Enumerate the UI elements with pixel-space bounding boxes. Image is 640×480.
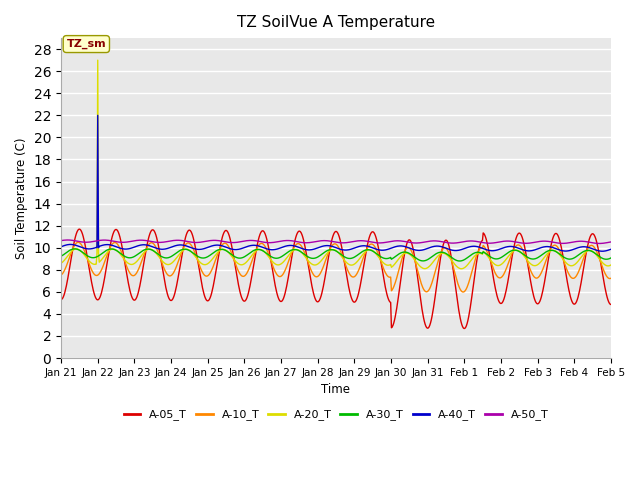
A-20_T xyxy=(420,265,428,271)
A-50_T xyxy=(57,238,65,243)
A-05_T xyxy=(57,297,65,302)
A-05_T xyxy=(404,239,412,245)
A-30_T xyxy=(125,255,132,261)
A-30_T xyxy=(57,253,65,259)
A-50_T xyxy=(420,240,428,245)
A-40_T xyxy=(607,246,615,252)
A-20_T xyxy=(209,255,217,261)
Title: TZ SoilVue A Temperature: TZ SoilVue A Temperature xyxy=(237,15,435,30)
A-40_T xyxy=(125,246,132,252)
A-50_T xyxy=(125,239,132,245)
A-40_T xyxy=(420,247,428,252)
A-40_T xyxy=(404,244,412,250)
A-30_T xyxy=(420,258,428,264)
A-40_T xyxy=(598,248,606,254)
A-20_T xyxy=(404,251,412,256)
A-10_T xyxy=(460,289,467,295)
A-05_T xyxy=(180,240,188,246)
Line: A-10_T: A-10_T xyxy=(61,242,611,292)
A-30_T xyxy=(67,247,75,252)
A-10_T xyxy=(180,244,188,250)
A-40_T xyxy=(57,244,65,250)
A-05_T xyxy=(209,283,217,289)
A-40_T xyxy=(94,112,102,118)
A-50_T xyxy=(68,238,76,243)
A-05_T xyxy=(67,257,75,263)
A-10_T xyxy=(57,272,65,278)
A-05_T xyxy=(125,280,132,286)
A-10_T xyxy=(607,276,615,281)
A-50_T xyxy=(596,240,604,246)
A-40_T xyxy=(67,241,75,247)
A-20_T xyxy=(94,57,102,63)
Line: A-50_T: A-50_T xyxy=(61,240,611,243)
A-50_T xyxy=(607,239,615,245)
A-50_T xyxy=(180,238,188,244)
Line: A-40_T: A-40_T xyxy=(61,115,611,251)
A-10_T xyxy=(67,251,75,256)
Y-axis label: Soil Temperature (C): Soil Temperature (C) xyxy=(15,137,28,259)
A-50_T xyxy=(404,239,412,245)
A-05_T xyxy=(607,301,615,307)
A-40_T xyxy=(180,242,188,248)
A-20_T xyxy=(67,249,75,255)
A-30_T xyxy=(404,250,412,255)
A-10_T xyxy=(74,240,82,245)
A-10_T xyxy=(420,286,428,292)
Legend: A-05_T, A-10_T, A-20_T, A-30_T, A-40_T, A-50_T: A-05_T, A-10_T, A-20_T, A-30_T, A-40_T, … xyxy=(119,405,553,425)
A-10_T xyxy=(404,245,412,251)
A-05_T xyxy=(76,226,83,232)
A-10_T xyxy=(209,264,217,269)
A-40_T xyxy=(209,243,217,249)
A-30_T xyxy=(456,258,463,264)
A-30_T xyxy=(180,246,188,252)
A-30_T xyxy=(71,246,79,252)
A-50_T xyxy=(209,238,217,243)
X-axis label: Time: Time xyxy=(321,383,351,396)
A-20_T xyxy=(180,247,188,252)
A-20_T xyxy=(607,262,615,268)
Line: A-30_T: A-30_T xyxy=(61,249,611,261)
A-30_T xyxy=(607,255,615,261)
Line: A-05_T: A-05_T xyxy=(61,229,611,328)
Text: TZ_sm: TZ_sm xyxy=(67,39,106,49)
A-20_T xyxy=(57,261,65,266)
A-05_T xyxy=(420,315,428,321)
A-20_T xyxy=(125,261,132,266)
Line: A-20_T: A-20_T xyxy=(61,60,611,269)
A-20_T xyxy=(457,266,465,272)
A-50_T xyxy=(64,237,72,243)
A-10_T xyxy=(125,267,132,273)
A-05_T xyxy=(460,325,468,331)
A-30_T xyxy=(209,250,217,256)
